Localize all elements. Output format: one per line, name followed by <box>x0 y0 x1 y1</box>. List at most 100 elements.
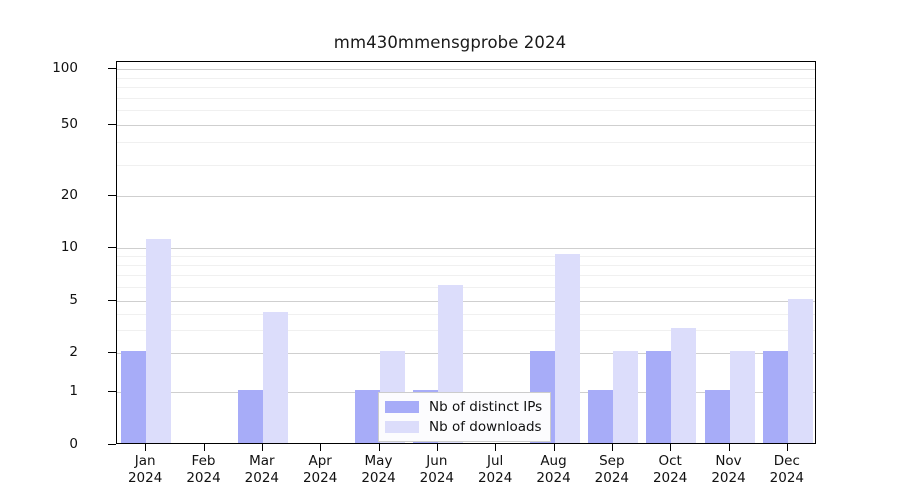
bar-distinct-ips <box>704 390 730 443</box>
x-axis-tick-label: Jul 2024 <box>452 453 538 487</box>
bar-downloads <box>612 351 638 443</box>
y-axis-tick-mark <box>108 443 116 445</box>
y-axis-tick-mark <box>108 390 116 392</box>
gridline-major <box>117 69 815 70</box>
gridline-minor <box>117 313 815 315</box>
bar-downloads <box>787 299 813 443</box>
y-axis-tick-mark <box>108 299 116 301</box>
gridline-minor <box>117 142 815 144</box>
x-label-year: 2024 <box>536 470 571 486</box>
legend-item: Nb of downloads <box>385 417 542 437</box>
y-axis-tick-label: 20 <box>60 187 78 203</box>
x-label-month: Jun <box>426 453 448 469</box>
y-axis-tick-label: 1 <box>69 383 78 399</box>
x-axis-tick-label: Apr 2024 <box>277 453 363 487</box>
plot-area <box>116 61 816 444</box>
gridline-minor <box>117 110 815 112</box>
bar-distinct-ips <box>762 351 788 443</box>
x-axis-tick-label: Jan 2024 <box>102 453 188 487</box>
x-label-month: Dec <box>773 453 800 469</box>
legend-color-swatch <box>385 401 419 413</box>
x-axis-tick-label: Mar 2024 <box>219 453 305 487</box>
x-label-month: Apr <box>308 453 332 469</box>
x-axis-tick-label: Oct 2024 <box>627 453 713 487</box>
bar-series-group <box>117 62 815 443</box>
x-label-month: Jul <box>487 453 504 469</box>
x-label-year: 2024 <box>711 470 746 486</box>
x-axis-tick-label: May 2024 <box>336 453 422 487</box>
x-label-month: Jan <box>134 453 156 469</box>
x-axis-tick-mark <box>203 444 205 451</box>
y-axis-tick-mark <box>108 246 116 248</box>
x-axis-tick-mark <box>728 444 730 451</box>
x-label-month: Oct <box>658 453 682 469</box>
x-label-month: Aug <box>540 453 567 469</box>
x-label-year: 2024 <box>769 470 804 486</box>
x-axis-tick-label: Jun 2024 <box>394 453 480 487</box>
x-label-year: 2024 <box>361 470 396 486</box>
bar-downloads <box>146 238 172 443</box>
gridline-minor <box>117 256 815 258</box>
x-axis-tick-mark <box>261 444 264 451</box>
x-label-year: 2024 <box>302 470 338 486</box>
y-axis-tick-label: 2 <box>69 344 78 360</box>
gridline-minor <box>117 164 815 166</box>
x-axis-tick-label: Dec 2024 <box>744 453 830 487</box>
y-axis-tick-mark <box>108 67 116 69</box>
x-axis-tick-label: Feb 2024 <box>161 453 247 487</box>
x-axis-tick-mark <box>495 444 497 451</box>
gridline-minor <box>117 87 815 89</box>
x-label-month: Mar <box>249 453 275 469</box>
x-axis-tick-mark <box>436 444 439 451</box>
bar-distinct-ips <box>646 351 672 443</box>
x-label-month: May <box>364 453 393 469</box>
bar-distinct-ips <box>237 390 263 443</box>
x-axis-tick-label: Nov 2024 <box>686 453 772 487</box>
gridline-minor <box>117 329 815 331</box>
bar-downloads <box>729 351 755 443</box>
y-axis-tick-label: 10 <box>60 239 78 255</box>
x-label-year: 2024 <box>477 470 513 486</box>
x-label-month: Sep <box>599 453 625 469</box>
bar-distinct-ips <box>587 390 613 443</box>
x-axis-tick-label: Aug 2024 <box>511 453 597 487</box>
gridline-minor <box>117 265 815 267</box>
bar-downloads <box>554 254 580 443</box>
x-axis-tick-mark <box>553 444 555 451</box>
gridline-major <box>117 301 815 302</box>
chart-title: mm430mmensgprobe 2024 <box>333 33 567 52</box>
gridline-major <box>117 353 815 354</box>
bar-distinct-ips <box>354 390 380 443</box>
x-label-year: 2024 <box>594 470 629 486</box>
x-axis-tick-mark <box>378 444 380 451</box>
gridlines <box>117 62 815 443</box>
y-axis-tick-label: 0 <box>69 436 78 452</box>
x-label-year: 2024 <box>186 470 221 486</box>
y-axis-tick-label: 50 <box>60 116 78 132</box>
gridline-minor <box>117 275 815 277</box>
y-axis-tick-label: 5 <box>69 292 78 308</box>
y-axis-tick-mark <box>108 123 116 125</box>
y-axis-tick-mark <box>108 194 116 196</box>
gridline-major <box>117 248 815 249</box>
bar-downloads <box>262 311 288 443</box>
gridline-minor <box>117 287 815 289</box>
legend-item-label: Nb of distinct IPs <box>429 399 543 415</box>
chart-legend: Nb of distinct IPs Nb of downloads <box>378 392 552 442</box>
legend-item-label: Nb of downloads <box>429 419 542 435</box>
bar-downloads <box>671 328 697 443</box>
legend-color-swatch <box>385 421 419 433</box>
gridline-major <box>117 196 815 197</box>
bar-distinct-ips <box>121 351 147 443</box>
x-label-year: 2024 <box>419 470 454 486</box>
x-axis-tick-label: Sep 2024 <box>569 453 655 487</box>
gridline-minor <box>117 77 815 79</box>
gridline-minor <box>117 97 815 99</box>
x-label-year: 2024 <box>127 470 163 486</box>
x-label-month: Feb <box>191 453 216 469</box>
x-label-year: 2024 <box>652 470 688 486</box>
x-axis-tick-mark <box>611 444 614 451</box>
x-label-year: 2024 <box>244 470 279 486</box>
x-axis-tick-mark <box>670 444 672 451</box>
